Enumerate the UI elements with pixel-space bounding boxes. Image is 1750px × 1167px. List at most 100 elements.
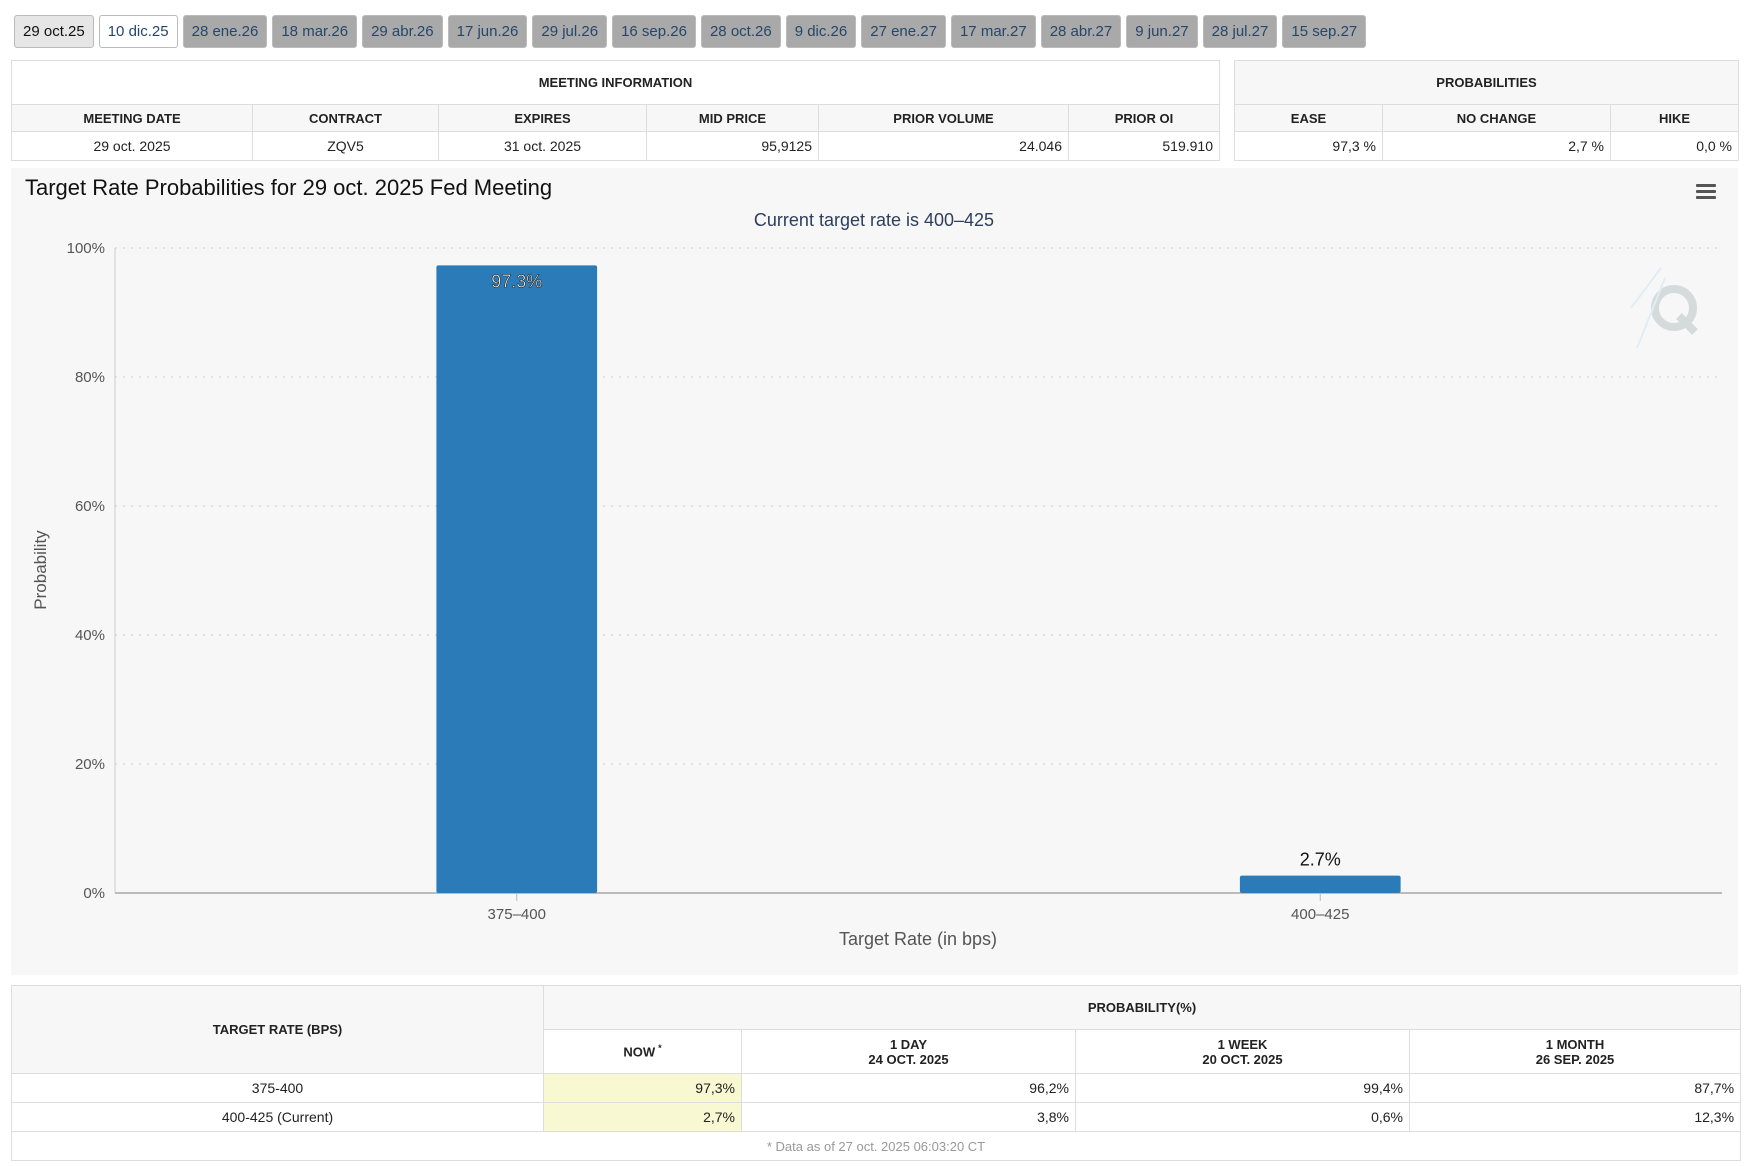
- column-header: NO CHANGE: [1382, 104, 1611, 132]
- y-tick-label: 20%: [75, 756, 105, 773]
- column-name: 1 WEEK: [1217, 1036, 1268, 1052]
- watermark-logo: [1630, 267, 1698, 349]
- x-axis-label: Target Rate (in bps): [839, 929, 997, 949]
- header-row: NOW * 1 DAY 24 OCT. 2025 1 WEEK 20 OCT. 2025 1…: [12, 1029, 1742, 1074]
- column-header: PRIOR VOLUME: [818, 104, 1069, 132]
- meeting-tab[interactable]: 28 ene.26: [182, 15, 268, 48]
- meeting-tab[interactable]: 9 dic.26: [785, 15, 857, 48]
- meeting-tab[interactable]: 29 jul.26: [532, 15, 608, 48]
- data-row: 400-425 (Current) 2,7% 3,8% 0,6% 12,3%: [11, 1102, 1742, 1132]
- column-header: EASE: [1234, 104, 1383, 132]
- column-header: 1 WEEK 20 OCT. 2025: [1075, 1029, 1410, 1074]
- column-header: PRIOR OI: [1068, 104, 1220, 132]
- data-row: 375-400 97,3% 96,2% 99,4% 87,7%: [11, 1073, 1742, 1103]
- meeting-tab[interactable]: 18 mar.26: [272, 15, 358, 48]
- column-date: 24 OCT. 2025: [868, 1051, 949, 1067]
- cell: 97,3%: [543, 1073, 742, 1103]
- cell: 95,9125: [646, 131, 819, 161]
- footnote: * Data as of 27 oct. 2025 06:03:20 CT: [10, 1131, 1742, 1161]
- table-title: MEETING INFORMATION: [11, 60, 1220, 105]
- column-header: MEETING DATE: [11, 104, 253, 132]
- column-header: CONTRACT: [252, 104, 439, 132]
- meeting-tab[interactable]: 10 dic.25: [98, 15, 178, 48]
- menu-bar: [1696, 184, 1716, 187]
- logo-stripe: [1636, 277, 1666, 349]
- cell: 3,8%: [741, 1102, 1076, 1132]
- column-name: NOW: [623, 1044, 656, 1060]
- cell: 0,6%: [1075, 1102, 1410, 1132]
- header-row: EASE NO CHANGE HIKE: [1234, 104, 1740, 132]
- cell: 29 oct. 2025: [11, 131, 253, 161]
- group-title: PROBABILITY(%): [542, 985, 1742, 1030]
- chart-title: Target Rate Probabilities for 29 oct. 20…: [25, 175, 552, 200]
- title-row: MEETING INFORMATION: [11, 60, 1220, 105]
- menu-bar: [1696, 196, 1716, 199]
- footnote-row: * Data as of 27 oct. 2025 06:03:20 CT: [10, 1131, 1742, 1161]
- chart: Target Rate Probabilities for 29 oct. 20…: [11, 168, 1738, 975]
- column-header: MID PRICE: [646, 104, 819, 132]
- bar: [1239, 875, 1401, 893]
- title-row: PROBABILITIES: [1233, 60, 1740, 105]
- cell: 96,2%: [741, 1073, 1076, 1103]
- meeting-tab[interactable]: 16 sep.26: [612, 15, 696, 48]
- meeting-tab[interactable]: 15 sep.27: [1282, 15, 1367, 48]
- data-label: 2.7%: [1300, 850, 1341, 870]
- cell: 2,7%: [543, 1102, 742, 1132]
- y-axis-label: Probability: [31, 530, 50, 610]
- meeting-tab[interactable]: 29 oct.25: [14, 15, 94, 48]
- meeting-info-table: MEETING INFORMATION MEETING DATE CONTRACT E…: [11, 60, 1220, 161]
- cell: 87,7%: [1408, 1073, 1742, 1103]
- table-title: PROBABILITIES: [1233, 60, 1740, 105]
- cell: 400-425 (Current): [11, 1102, 544, 1132]
- bar: [436, 265, 598, 893]
- chart-subtitle: Current target rate is 400–425: [754, 210, 994, 230]
- column-note: *: [658, 1043, 662, 1054]
- y-tick-label: 60%: [75, 498, 105, 515]
- logo-tail: [1676, 313, 1698, 335]
- cell: 12,3%: [1408, 1102, 1742, 1132]
- column-date: 26 SEP. 2025: [1535, 1051, 1615, 1067]
- meeting-tab[interactable]: 27 ene.27: [861, 15, 946, 48]
- meeting-tab[interactable]: 17 jun.26: [447, 15, 528, 48]
- cell: ZQV5: [252, 131, 439, 161]
- column-header: NOW *: [543, 1029, 742, 1074]
- meeting-tab[interactable]: 9 jun.27: [1126, 15, 1198, 48]
- data-label: 97.3%: [491, 271, 542, 291]
- logo-ring: [1651, 285, 1697, 331]
- cell: 99,4%: [1075, 1073, 1410, 1103]
- meeting-tab[interactable]: 29 abr.26: [362, 15, 443, 48]
- cell: 375-400: [11, 1073, 544, 1103]
- logo-stripe: [1630, 267, 1662, 309]
- y-tick-label: 40%: [75, 627, 105, 644]
- row-header-title: TARGET RATE (BPS): [11, 985, 544, 1074]
- x-tick-label: 375–400: [488, 906, 546, 923]
- y-tick-label: 0%: [83, 885, 105, 902]
- meeting-tab[interactable]: 28 oct.26: [700, 15, 781, 48]
- x-tick-label: 400–425: [1291, 906, 1349, 923]
- probabilities-table: PROBABILITIES EASE NO CHANGE HIKE 97,3 % 2,7 …: [1233, 60, 1740, 161]
- data-row: 29 oct. 2025 ZQV5 31 oct. 2025 95,9125 24.04…: [11, 131, 1220, 161]
- meeting-tab[interactable]: 28 abr.27: [1040, 15, 1122, 48]
- meeting-tabs: 29 oct.25 10 dic.25 28 ene.26 18 mar.26 29 a…: [14, 15, 1367, 48]
- data-row: 97,3 % 2,7 % 0,0 %: [1234, 131, 1740, 161]
- column-name: 1 DAY: [889, 1036, 928, 1052]
- meeting-tab[interactable]: 28 jul.27: [1202, 15, 1278, 48]
- column-header: 1 MONTH 26 SEP. 2025: [1408, 1029, 1742, 1074]
- column-name: 1 MONTH: [1545, 1036, 1605, 1052]
- cell: 0,0 %: [1609, 131, 1740, 161]
- column-header: HIKE: [1609, 104, 1740, 132]
- column-date: 20 OCT. 2025: [1202, 1051, 1283, 1067]
- cell: 97,3 %: [1234, 131, 1383, 161]
- menu-bar: [1696, 190, 1716, 193]
- cell: 24.046: [818, 131, 1069, 161]
- cell: 31 oct. 2025: [438, 131, 647, 161]
- column-header: EXPIRES: [438, 104, 647, 132]
- header-row: MEETING DATE CONTRACT EXPIRES MID PRICE PRIO…: [11, 104, 1220, 132]
- meeting-tab[interactable]: 17 mar.27: [950, 15, 1036, 48]
- y-tick-label: 100%: [67, 240, 105, 257]
- menu-button[interactable]: [1696, 184, 1716, 199]
- cell: 519.910: [1068, 131, 1220, 161]
- probability-table: TARGET RATE (BPS) PROBABILITY(%) NOW * 1 DAY…: [10, 985, 1742, 1161]
- group-row: TARGET RATE (BPS) PROBABILITY(%): [11, 985, 1742, 1074]
